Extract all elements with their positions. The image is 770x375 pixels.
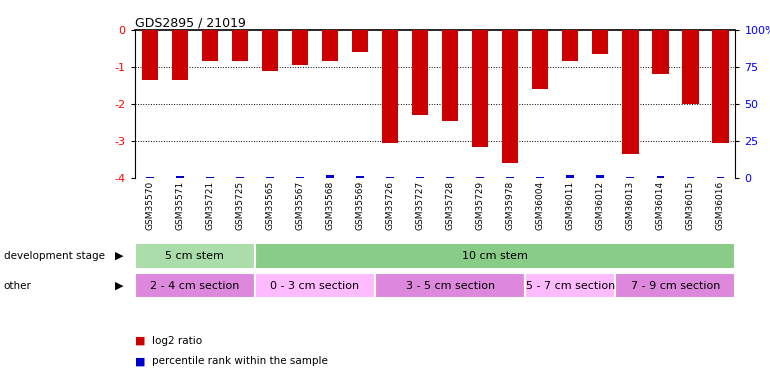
Bar [236, 177, 243, 178]
Bar [567, 176, 574, 178]
Bar [262, 30, 278, 71]
Bar [412, 30, 428, 115]
Bar [657, 176, 664, 178]
Text: 2 - 4 cm section: 2 - 4 cm section [150, 280, 239, 291]
Bar [562, 30, 578, 62]
Bar [477, 177, 484, 178]
Bar [135, 243, 255, 268]
Bar [597, 175, 604, 178]
Bar [622, 30, 638, 154]
Bar [442, 30, 458, 121]
Text: other: other [4, 280, 32, 291]
Text: 10 cm stem: 10 cm stem [462, 251, 528, 261]
Bar [326, 175, 333, 178]
Bar [652, 30, 668, 74]
Bar [142, 30, 158, 80]
Bar [417, 177, 424, 178]
Bar [717, 177, 724, 178]
Bar [176, 176, 183, 178]
Text: ■: ■ [135, 336, 146, 346]
Bar [447, 177, 454, 178]
Bar [255, 273, 375, 298]
Bar [537, 177, 544, 178]
Bar [255, 243, 735, 268]
Bar [507, 177, 514, 178]
Bar [387, 177, 393, 178]
Text: log2 ratio: log2 ratio [152, 336, 202, 346]
Text: 7 - 9 cm section: 7 - 9 cm section [631, 280, 720, 291]
Bar [146, 177, 153, 178]
Bar [592, 30, 608, 54]
Bar [525, 273, 615, 298]
Bar [627, 177, 634, 178]
Bar [712, 30, 728, 143]
Text: percentile rank within the sample: percentile rank within the sample [152, 357, 327, 366]
Text: development stage: development stage [4, 251, 105, 261]
Bar [472, 30, 488, 147]
Text: ▶: ▶ [115, 280, 124, 291]
Text: ■: ■ [135, 357, 146, 366]
Bar [615, 273, 735, 298]
Text: 5 cm stem: 5 cm stem [166, 251, 224, 261]
Bar [382, 30, 398, 143]
Bar [206, 177, 213, 178]
Text: 0 - 3 cm section: 0 - 3 cm section [270, 280, 360, 291]
Bar [687, 177, 694, 178]
Bar [292, 30, 308, 65]
Bar [232, 30, 248, 62]
Bar [266, 177, 273, 178]
Bar [202, 30, 218, 62]
Bar [322, 30, 338, 62]
Bar [172, 30, 188, 80]
Bar [296, 177, 303, 178]
Bar [135, 273, 255, 298]
Text: GDS2895 / 21019: GDS2895 / 21019 [135, 17, 246, 30]
Text: 3 - 5 cm section: 3 - 5 cm section [406, 280, 494, 291]
Bar [502, 30, 518, 164]
Text: 5 - 7 cm section: 5 - 7 cm section [526, 280, 614, 291]
Bar [532, 30, 548, 89]
Bar [375, 273, 525, 298]
Bar [352, 30, 368, 52]
Bar [682, 30, 698, 104]
Bar [357, 176, 363, 178]
Text: ▶: ▶ [115, 251, 124, 261]
